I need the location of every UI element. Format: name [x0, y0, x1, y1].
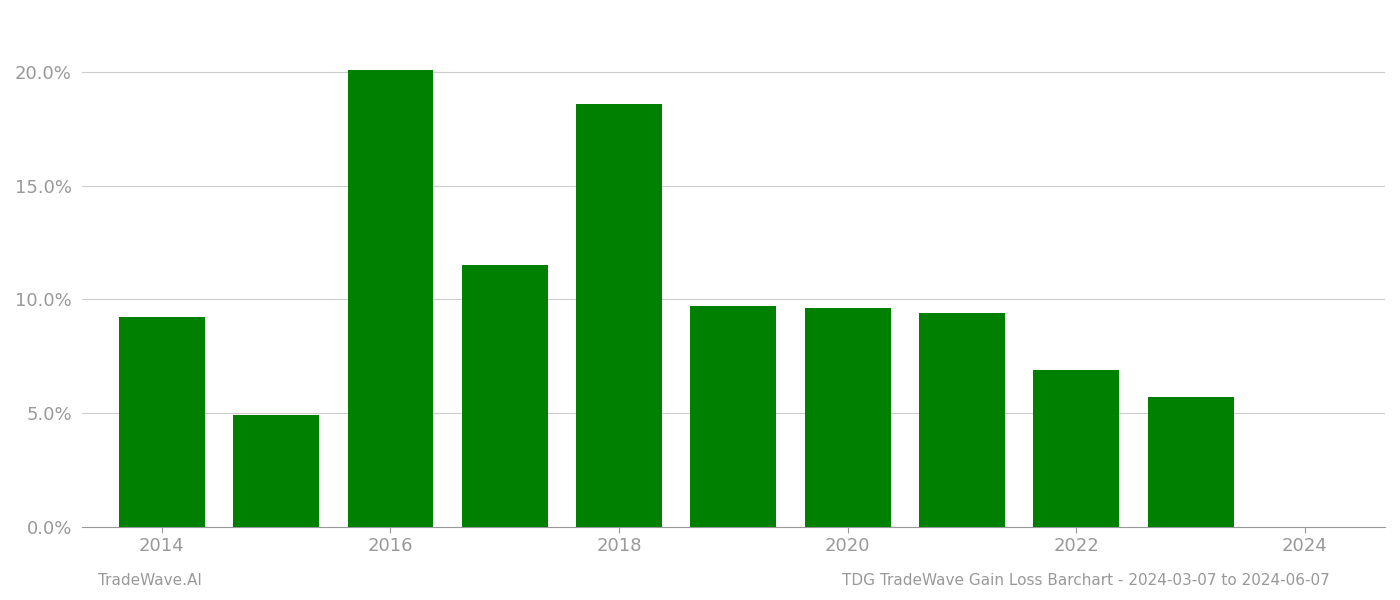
- Bar: [1148, 397, 1233, 527]
- Bar: [119, 317, 204, 527]
- Bar: [234, 415, 319, 527]
- Bar: [577, 104, 662, 527]
- Bar: [805, 308, 890, 527]
- Bar: [690, 306, 776, 527]
- Bar: [920, 313, 1005, 527]
- Text: TDG TradeWave Gain Loss Barchart - 2024-03-07 to 2024-06-07: TDG TradeWave Gain Loss Barchart - 2024-…: [843, 573, 1330, 588]
- Bar: [1033, 370, 1119, 527]
- Bar: [347, 70, 433, 527]
- Bar: [462, 265, 547, 527]
- Text: TradeWave.AI: TradeWave.AI: [98, 573, 202, 588]
